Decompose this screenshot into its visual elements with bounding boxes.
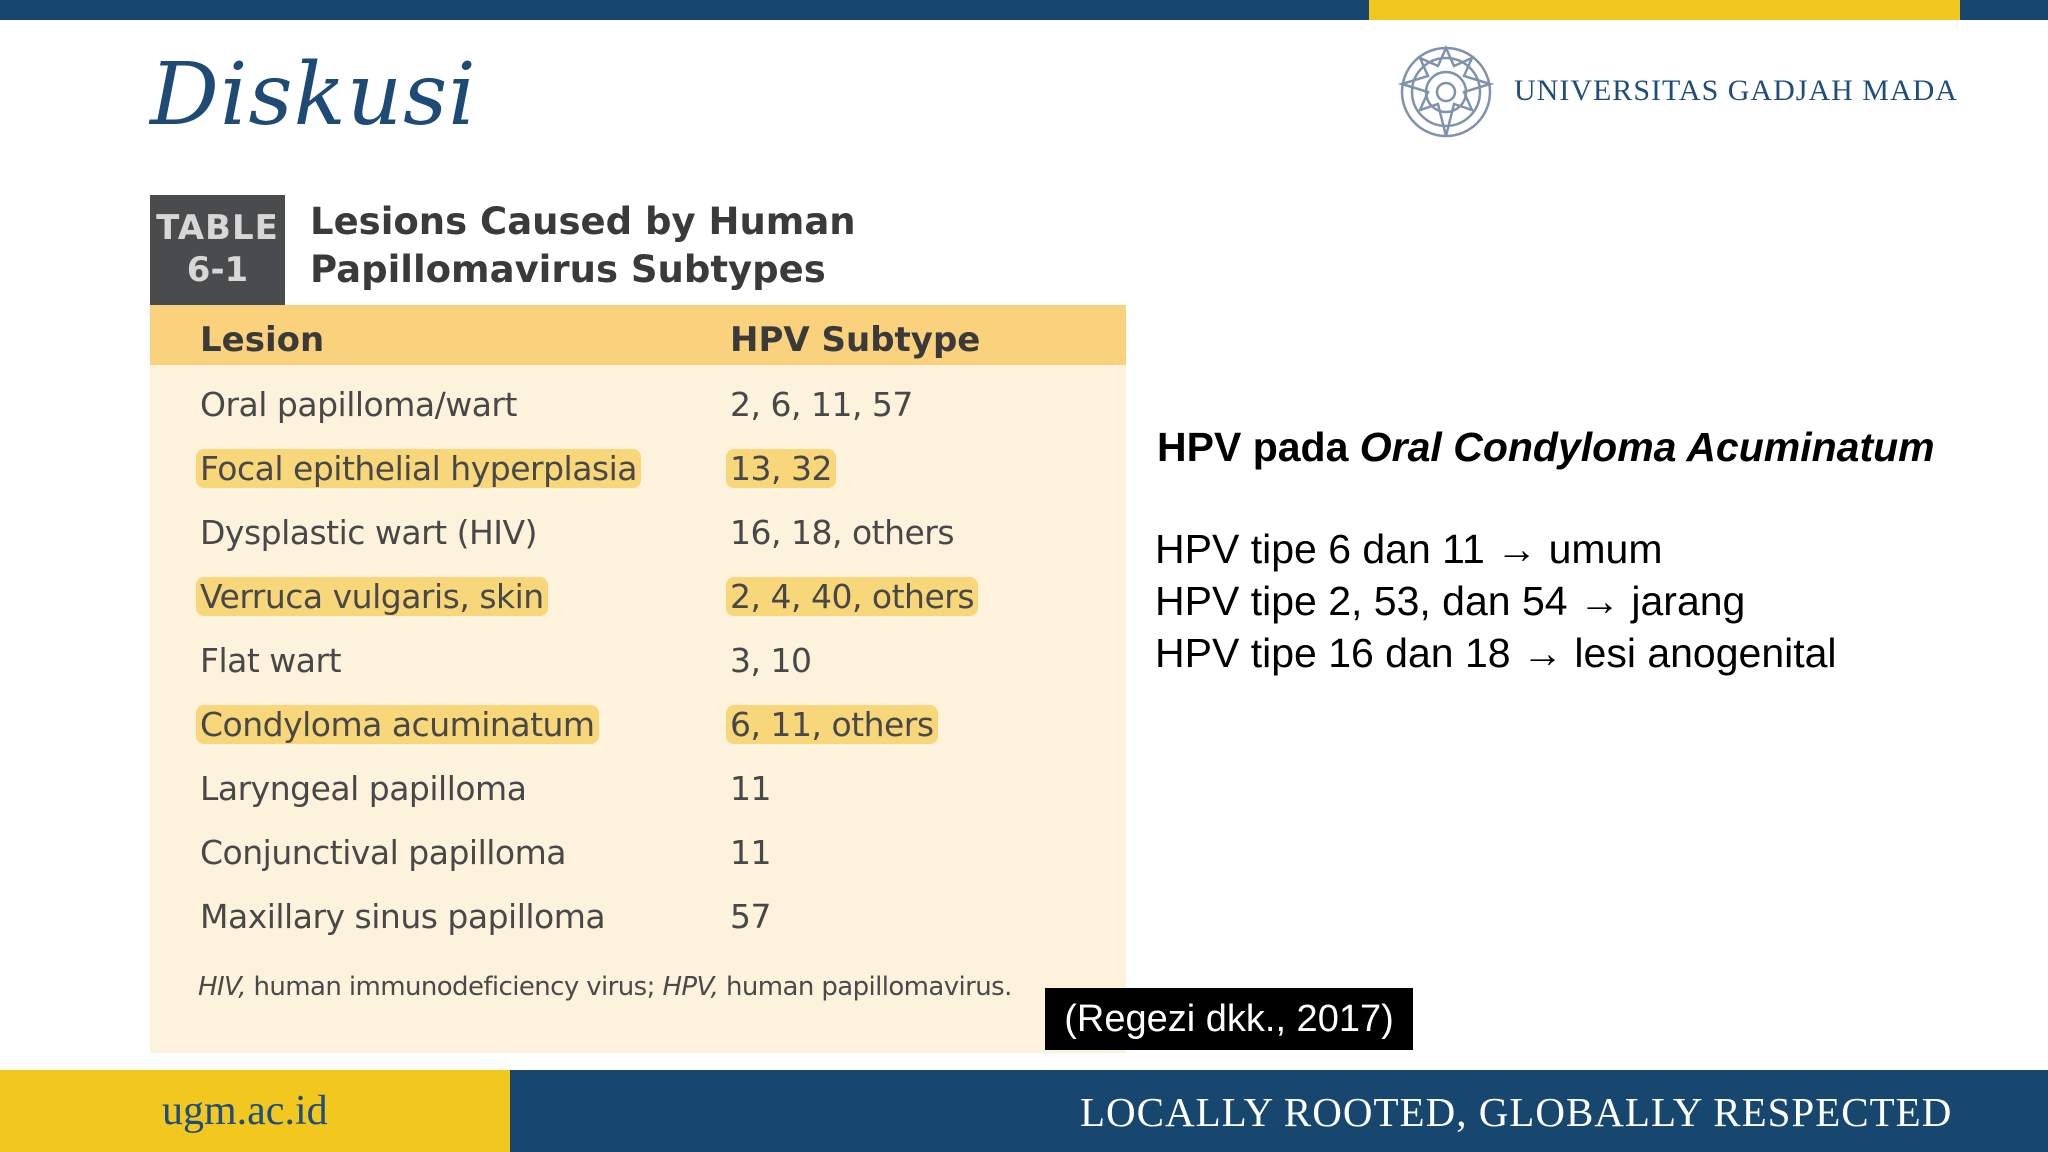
footer-accent (0, 1070, 510, 1152)
cell-hpv-subtype-text: 57 (730, 897, 772, 936)
cell-hpv-subtype-text: 13, 32 (726, 449, 836, 488)
cell-hpv-subtype-text: 2, 4, 40, others (726, 577, 979, 616)
table-row: Verruca vulgaris, skin 2, 4, 40, others (0, 572, 2048, 622)
cell-hpv-subtype: 11 (730, 764, 772, 814)
cell-hpv-subtype: 16, 18, others (730, 508, 955, 558)
cell-hpv-subtype: 2, 6, 11, 57 (730, 380, 913, 430)
point-result: lesi anogenital (1574, 630, 1837, 676)
discussion-point: HPV tipe 6 dan 11 → umum (1155, 523, 1837, 575)
table-row: Conjunctival papilloma 11 (0, 828, 2048, 878)
discussion-point: HPV tipe 2, 53, dan 54 → jarang (1155, 575, 1837, 627)
arrow-right-icon: → (1522, 630, 1563, 676)
table-column-header-bar (150, 305, 1126, 365)
cell-lesion: Flat wart (200, 636, 342, 686)
cell-hpv-subtype: 6, 11, others (726, 700, 938, 750)
cell-hpv-subtype: 11 (730, 828, 772, 878)
slide-title: Diskusi (150, 45, 477, 145)
table-title: Lesions Caused by Human Papillomavirus S… (310, 200, 856, 291)
footer-bar (0, 1070, 2048, 1152)
table-row: Maxillary sinus papilloma 57 (0, 892, 2048, 942)
footnote-text-hpv: human papillomavirus. (718, 972, 1012, 1002)
cell-lesion: Oral papilloma/wart (200, 380, 517, 430)
discussion-point: HPV tipe 16 dan 18 → lesi anogenital (1155, 627, 1837, 679)
footnote-text-hiv: human immunodeficiency virus; (245, 972, 663, 1002)
cell-lesion: Laryngeal papilloma (200, 764, 527, 814)
cell-hpv-subtype: 57 (730, 892, 772, 942)
footer-tagline: LOCALLY ROOTED, GLOBALLY RESPECTED (1080, 1089, 1953, 1135)
cell-lesion: Verruca vulgaris, skin (196, 572, 548, 622)
point-text: HPV tipe 2, 53, dan 54 (1155, 578, 1568, 624)
table-row: Oral papilloma/wart 2, 6, 11, 57 (0, 380, 2048, 430)
cell-hpv-subtype-text: 11 (730, 769, 772, 808)
cell-hpv-subtype-text: 2, 6, 11, 57 (730, 385, 913, 424)
cell-lesion-text: Flat wart (200, 641, 342, 680)
footnote-abbr-hpv: HPV, (662, 972, 719, 1002)
cell-lesion-text: Laryngeal papilloma (200, 769, 527, 808)
point-text: HPV tipe 16 dan 18 (1155, 630, 1511, 676)
discussion-heading: HPV pada Oral Condyloma Acuminatum (1157, 424, 1935, 471)
table-row: Condyloma acuminatum 6, 11, others (0, 700, 2048, 750)
cell-lesion: Conjunctival papilloma (200, 828, 567, 878)
cell-lesion-text: Dysplastic wart (HIV) (200, 513, 537, 552)
top-bar-accent (1369, 0, 1960, 20)
point-result: umum (1548, 526, 1663, 572)
cell-lesion-text: Conjunctival papilloma (200, 833, 567, 872)
heading-prefix: HPV pada (1157, 424, 1360, 470)
cell-lesion: Dysplastic wart (HIV) (200, 508, 537, 558)
discussion-points: HPV tipe 6 dan 11 → umum HPV tipe 2, 53,… (1155, 523, 1837, 679)
cell-lesion: Condyloma acuminatum (196, 700, 599, 750)
cell-lesion-text: Condyloma acuminatum (196, 705, 599, 744)
table-row: Dysplastic wart (HIV) 16, 18, others (0, 508, 2048, 558)
footnote-abbr-hiv: HIV, (198, 972, 246, 1002)
cell-lesion: Maxillary sinus papilloma (200, 892, 606, 942)
cell-hpv-subtype-text: 3, 10 (730, 641, 812, 680)
cell-lesion-text: Oral papilloma/wart (200, 385, 517, 424)
table-number-box: TABLE 6-1 (150, 195, 285, 305)
cell-hpv-subtype-text: 16, 18, others (730, 513, 955, 552)
point-result: jarang (1631, 578, 1746, 624)
table-body-background (150, 305, 1126, 1053)
cell-lesion-text: Focal epithelial hyperplasia (196, 449, 641, 488)
table-label: TABLE (156, 208, 279, 248)
table-row: Laryngeal papilloma 11 (0, 764, 2048, 814)
table-footnote: HIV, human immunodeficiency virus; HPV, … (198, 972, 1012, 1002)
footer-url-link[interactable]: ugm.ac.id (162, 1088, 328, 1134)
cell-hpv-subtype: 13, 32 (726, 444, 836, 494)
cell-lesion-text: Verruca vulgaris, skin (196, 577, 548, 616)
cell-hpv-subtype-text: 11 (730, 833, 772, 872)
table-row: Flat wart 3, 10 (0, 636, 2048, 686)
cell-lesion-text: Maxillary sinus papilloma (200, 897, 606, 936)
table-number: 6-1 (186, 250, 249, 290)
table-row: Focal epithelial hyperplasia 13, 32 (0, 444, 2048, 494)
citation-badge: (Regezi dkk., 2017) (1045, 988, 1413, 1050)
cell-hpv-subtype-text: 6, 11, others (726, 705, 938, 744)
cell-hpv-subtype: 3, 10 (730, 636, 812, 686)
top-bar (0, 0, 2048, 20)
column-header-hpv-subtype: HPV Subtype (730, 320, 981, 360)
arrow-right-icon: → (1496, 526, 1538, 572)
point-text: HPV tipe 6 dan 11 (1155, 526, 1485, 572)
arrow-right-icon: → (1578, 578, 1620, 624)
heading-italic: Oral Condyloma Acuminatum (1359, 424, 1935, 470)
university-name: UNIVERSITAS GADJAH MADA (1514, 74, 1958, 107)
column-header-lesion: Lesion (200, 320, 325, 360)
cell-hpv-subtype: 2, 4, 40, others (726, 572, 979, 622)
cell-lesion: Focal epithelial hyperplasia (196, 444, 641, 494)
university-seal-icon (1398, 44, 1494, 138)
